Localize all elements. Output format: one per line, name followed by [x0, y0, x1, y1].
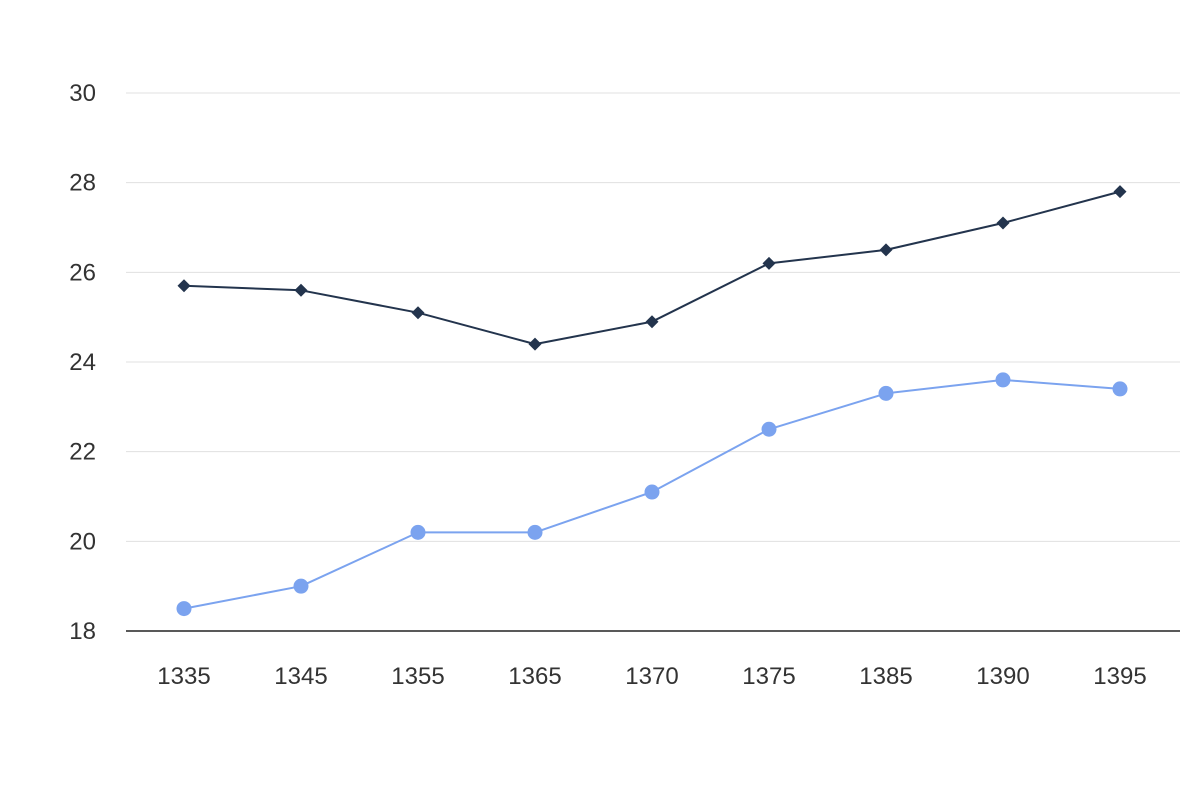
- series-1-point: [411, 306, 425, 320]
- y-tick-label: 24: [69, 349, 96, 376]
- x-axis-tick-labels: 1335 1345 1355 1365 1370 1375 1385 1390 1395: [157, 663, 1146, 690]
- y-tick-label: 28: [69, 170, 96, 197]
- series-1-point: [528, 337, 542, 351]
- series-2-point: [761, 421, 777, 437]
- series-1-point: [762, 256, 776, 270]
- series-lines: [183, 190, 1121, 610]
- x-tick-label: 1375: [742, 663, 795, 690]
- series-2-point: [995, 372, 1011, 388]
- series-2-point: [410, 524, 426, 540]
- series-2-point: [878, 385, 894, 401]
- x-tick-label: 1385: [859, 663, 912, 690]
- series-1-point: [294, 283, 308, 297]
- x-tick-label: 1345: [274, 663, 327, 690]
- series-1-point: [879, 243, 893, 257]
- series-2-point: [176, 601, 192, 617]
- grid-lines: [126, 92, 1180, 632]
- x-tick-label: 1365: [508, 663, 561, 690]
- y-tick-label: 20: [69, 528, 96, 555]
- y-tick-label: 18: [69, 618, 96, 645]
- x-tick-label: 1395: [1093, 663, 1146, 690]
- series-1-point: [996, 216, 1010, 230]
- y-tick-label: 22: [69, 439, 96, 466]
- x-tick-label: 1355: [391, 663, 444, 690]
- y-tick-label: 30: [69, 80, 96, 107]
- series-markers: [176, 185, 1128, 617]
- y-tick-label: 26: [69, 259, 96, 286]
- series-1-point: [177, 279, 191, 293]
- y-axis-tick-labels: 18 20 22 24 26 28 30: [69, 80, 96, 645]
- series-2-point: [293, 578, 309, 594]
- series-2-point: [527, 524, 543, 540]
- series-2-point: [1112, 381, 1128, 397]
- series-1-point: [645, 315, 659, 329]
- series-2-point: [644, 484, 660, 500]
- x-tick-label: 1335: [157, 663, 210, 690]
- series-1-point: [1113, 185, 1127, 199]
- x-tick-label: 1370: [625, 663, 678, 690]
- x-tick-label: 1390: [976, 663, 1029, 690]
